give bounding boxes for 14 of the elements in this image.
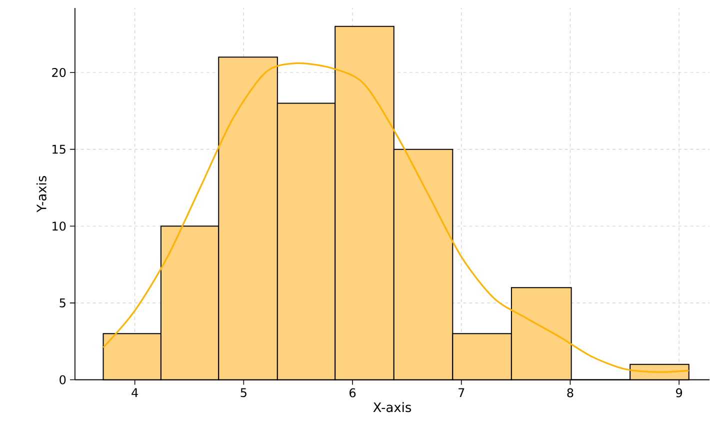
y-axis-title: Y-axis [36,176,46,213]
x-axis-title: X-axis [373,402,412,412]
y-tick-label: 10 [52,222,66,231]
x-tick-label: 4 [132,388,138,398]
y-tick-label: 15 [52,145,66,154]
x-tick-label: 5 [240,388,246,398]
y-tick-label: 0 [60,375,66,384]
line-series [102,62,690,374]
x-tick-label: 8 [567,388,574,398]
x-tick-label: 7 [458,388,464,398]
x-tick-label: 6 [350,388,356,398]
y-tick-label: 5 [60,298,66,308]
y-tick-label: 20 [52,68,66,78]
x-tick-label: 9 [676,388,682,398]
